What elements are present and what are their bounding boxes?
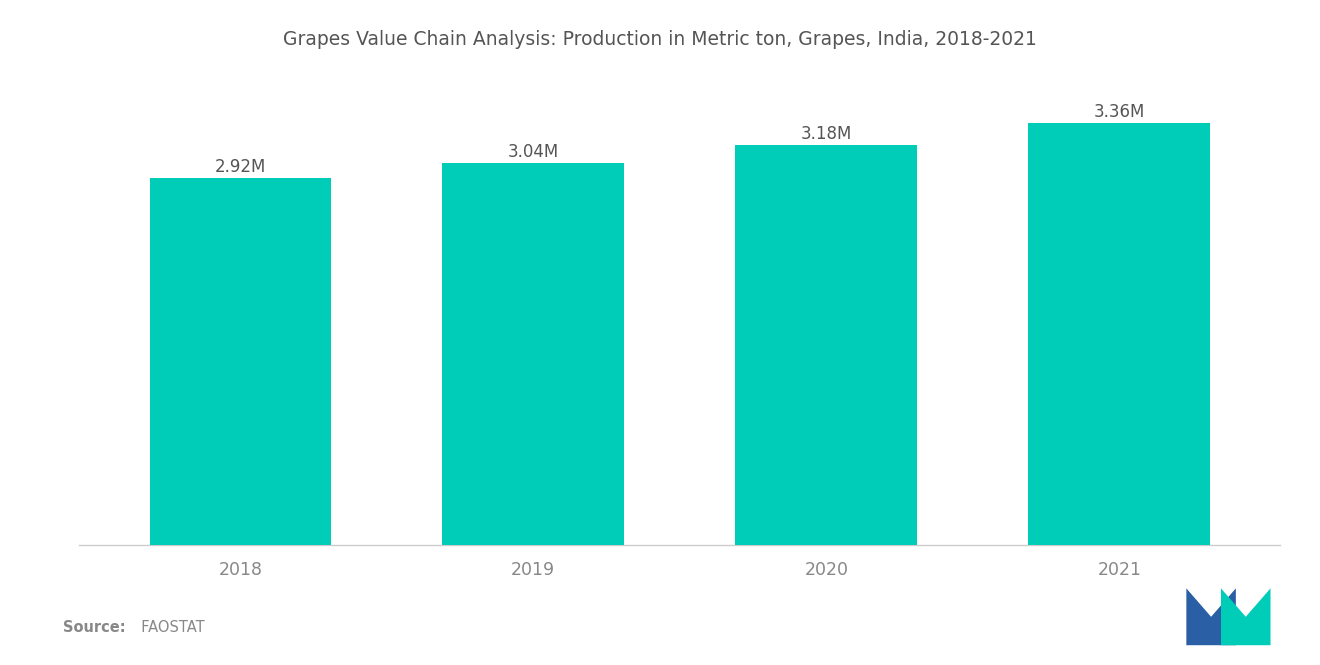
Bar <box>442 163 624 545</box>
Bar <box>1028 122 1210 545</box>
Text: Grapes Value Chain Analysis: Production in Metric ton, Grapes, India, 2018-2021: Grapes Value Chain Analysis: Production … <box>282 30 1038 49</box>
Text: FAOSTAT: FAOSTAT <box>132 620 205 635</box>
Text: 3.04M: 3.04M <box>508 143 558 161</box>
Text: 2.92M: 2.92M <box>215 158 267 176</box>
Text: 3.18M: 3.18M <box>801 125 851 144</box>
Bar <box>149 178 331 545</box>
Text: Source:: Source: <box>63 620 125 635</box>
Text: 3.36M: 3.36M <box>1093 102 1144 120</box>
Bar <box>735 145 917 545</box>
